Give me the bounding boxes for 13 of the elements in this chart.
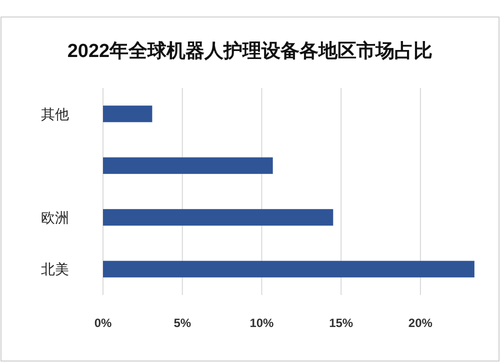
y-tick-label: 北美 (41, 262, 69, 278)
x-tick-label: 10% (250, 316, 274, 330)
x-tick-label: 20% (408, 316, 433, 330)
bar (103, 260, 474, 278)
x-tick-label: 0% (94, 316, 112, 330)
y-tick-label: 欧洲 (41, 210, 69, 226)
chart-title: 2022年全球机器人护理设备各地区市场占比 (67, 40, 433, 62)
bar (103, 209, 334, 226)
x-tick-label: 15% (329, 316, 354, 330)
y-tick-label: 其他 (41, 106, 69, 123)
x-tick-label: 5% (174, 316, 192, 330)
bar (103, 157, 273, 174)
bar (103, 106, 152, 122)
